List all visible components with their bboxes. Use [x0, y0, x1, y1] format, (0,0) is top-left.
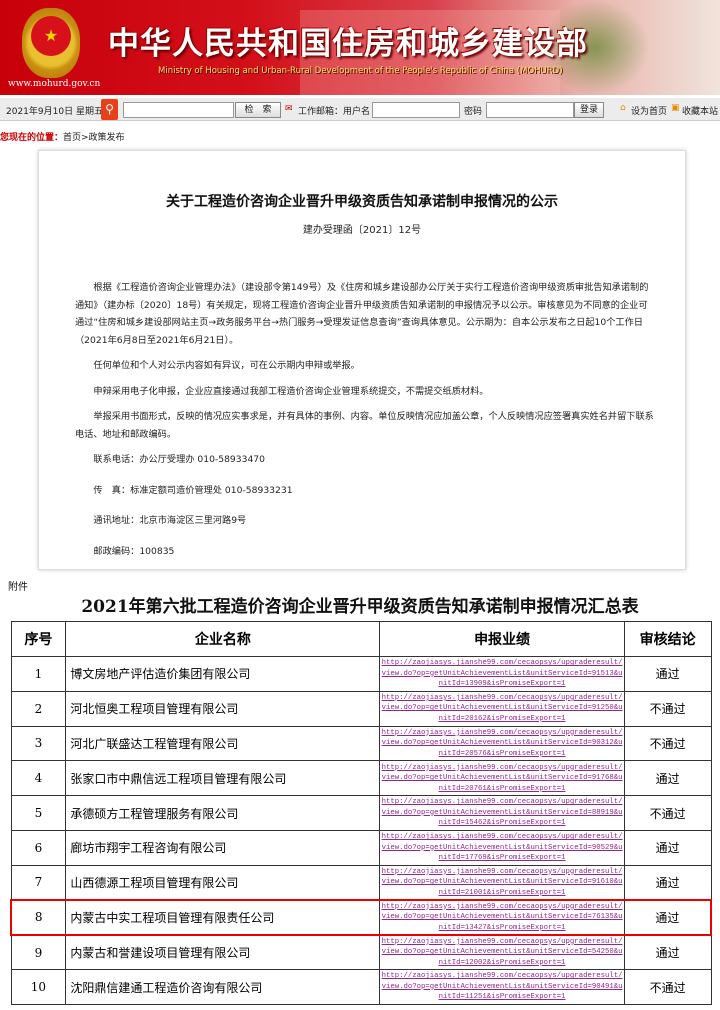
search-input[interactable] [123, 102, 234, 118]
table-row: 5 承德硕方工程管理服务有限公司 http://zaojiasys.jianshe9… [10, 795, 712, 831]
search-button[interactable]: 检 索 [235, 102, 281, 118]
cell-no: 10 [10, 969, 67, 1005]
cell-company-name: 沈阳鼎信建通工程造价咨询有限公司 [65, 969, 381, 1005]
cell-company-name: 张家口市中鼎信远工程项目管理有限公司 [65, 760, 381, 797]
cell-achievement-link[interactable]: http://zaojiasys.jianshe99.com/cecaopsys… [379, 725, 625, 762]
cell-company-name: 河北恒奥工程项目管理有限公司 [65, 690, 381, 727]
table-row: 6 廊坊市翔宇工程咨询有限公司 http://zaojiasys.jianshe99… [10, 829, 712, 866]
password-label: 密码 [464, 107, 483, 117]
cell-result: 通过 [623, 864, 712, 901]
contact-phone: 联系电话：办公厅受理办 010-58933470 [93, 454, 265, 465]
site-subtitle: Ministry of Housing and Urban-Rural Deve… [158, 66, 563, 76]
building-image [300, 10, 560, 95]
bookmark-icon: ▣ [671, 103, 680, 113]
cell-company-name: 山西德源工程项目管理有限公司 [65, 864, 381, 901]
tree-image [540, 0, 650, 95]
cell-company-name: 博文房地产评估造价集团有限公司 [65, 656, 381, 692]
site-banner: ★ www.mohurd.gov.cn 中华人民共和国住房和城乡建设部 Mini… [0, 0, 720, 95]
paragraph: 申辩采用电子化申报，企业应直接通过我部工程造价咨询企业管理系统提交，不需提交纸质… [93, 385, 489, 397]
document-body: 根据《工程造价咨询企业管理办法》（建设部令第149号）及《住房和城乡建设部办公厅… [75, 279, 655, 573]
national-emblem-icon: ★ [22, 8, 80, 78]
mail-label: 工作邮箱：用户名 [298, 107, 371, 117]
table-row: 9 内蒙古和誉建设项目管理有限公司 http://zaojiasys.jianshe… [10, 934, 712, 971]
contact-postcode: 邮政编码：100835 [93, 545, 175, 557]
cell-result: 不通过 [623, 969, 712, 1005]
summary-table: 序号 企业名称 申报业绩 审核结论 1 博文房地产评估造价集团有限公司 http:/… [10, 621, 712, 1005]
cell-result: 通过 [623, 829, 712, 866]
cell-company-name: 内蒙古和誉建设项目管理有限公司 [65, 934, 381, 971]
cell-result: 通过 [623, 934, 712, 971]
paragraph: 任何单位和个人对公示内容如有异议，可在公示期内申辩或举报。 [93, 360, 360, 371]
table-row: 7 山西德源工程项目管理有限公司 http://zaojiasys.jianshe9… [10, 864, 712, 901]
header-achievement: 申报业绩 [379, 621, 625, 657]
paragraph: 举报采用书面形式，反映的情况应实事求是，并有具体的事例、内容。单位反映情况应加盖… [75, 411, 654, 440]
contact-fax: 传 真：标准定额司造价管理处 010-58933231 [93, 484, 293, 496]
site-url: www.mohurd.gov.cn [8, 79, 101, 89]
username-input[interactable] [372, 102, 460, 118]
cell-achievement-link[interactable]: http://zaojiasys.jianshe99.com/cecaopsys… [379, 969, 625, 1005]
cell-achievement-link[interactable]: http://zaojiasys.jianshe99.com/cecaopsys… [379, 829, 625, 866]
cell-achievement-link[interactable]: http://zaojiasys.jianshe99.com/cecaopsys… [379, 795, 625, 831]
table-header-row: 序号 企业名称 申报业绩 审核结论 [10, 621, 712, 657]
cell-no: 8 [10, 899, 67, 936]
cell-result: 通过 [623, 656, 712, 692]
cell-company-name: 廊坊市翔宇工程咨询有限公司 [65, 829, 381, 866]
mail-icon: ✉ [285, 104, 293, 114]
table-row: 4 张家口市中鼎信远工程项目管理有限公司 http://zaojiasys.jian… [10, 760, 712, 797]
cell-no: 7 [10, 864, 67, 901]
breadcrumb: 您现在的位置：首页>政策发布 [0, 130, 125, 143]
cell-company-name: 河北广联盛达工程管理有限公司 [65, 725, 381, 762]
cell-result: 不通过 [623, 795, 712, 831]
cell-no: 4 [10, 760, 67, 797]
document-title: 关于工程造价咨询企业晋升甲级资质告知承诺制申报情况的公示 [166, 194, 558, 210]
contact-address: 通讯地址：北京市海淀区三里河路9号 [93, 515, 247, 526]
cell-achievement-link[interactable]: http://zaojiasys.jianshe99.com/cecaopsys… [379, 656, 625, 692]
table-row: 3 河北广联盛达工程管理有限公司 http://zaojiasys.jianshe9… [10, 725, 712, 762]
paragraph: 根据《工程造价咨询企业管理办法》（建设部令第149号）及《住房和城乡建设部办公厅… [75, 282, 649, 346]
breadcrumb-path[interactable]: 首页>政策发布 [63, 133, 125, 143]
cell-achievement-link[interactable]: http://zaojiasys.jianshe99.com/cecaopsys… [379, 934, 625, 971]
set-home-link[interactable]: 设为首页 [631, 107, 668, 117]
cell-achievement-link[interactable]: http://zaojiasys.jianshe99.com/cecaopsys… [379, 760, 625, 797]
table-row-highlighted: 8 内蒙古中实工程项目管理有限责任公司 http://zaojiasys.jians… [10, 899, 712, 936]
header-company: 企业名称 [65, 621, 381, 657]
toolbar: 2021年9月10日 星期五 ⚲ 检 索 ✉ 工作邮箱：用户名 密码 登录 ⌂ … [0, 98, 720, 121]
cell-achievement-link[interactable]: http://zaojiasys.jianshe99.com/cecaopsys… [379, 690, 625, 727]
table-title: 2021年第六批工程造价咨询企业晋升甲级资质告知承诺制申报情况汇总表 [81, 597, 639, 617]
cell-company-name: 承德硕方工程管理服务有限公司 [65, 795, 381, 831]
cell-company-name: 内蒙古中实工程项目管理有限责任公司 [65, 899, 381, 936]
date-text: 2021年9月10日 星期五 [6, 107, 103, 117]
table-row: 10 沈阳鼎信建通工程造价咨询有限公司 http://zaojiasys.jians… [10, 969, 712, 1005]
login-button[interactable]: 登录 [574, 102, 604, 118]
attachment-label: 附件 [8, 582, 28, 593]
table-row: 2 河北恒奥工程项目管理有限公司 http://zaojiasys.jianshe9… [10, 690, 712, 727]
header-result: 审核结论 [623, 621, 712, 657]
cell-achievement-link[interactable]: http://zaojiasys.jianshe99.com/cecaopsys… [379, 864, 625, 901]
cell-result: 不通过 [623, 690, 712, 727]
cell-no: 5 [10, 795, 67, 831]
cell-no: 9 [10, 934, 67, 971]
header-no: 序号 [10, 621, 67, 657]
cell-result: 通过 [623, 899, 712, 936]
cell-no: 6 [10, 829, 67, 866]
bookmark-link[interactable]: 收藏本站 [682, 107, 719, 117]
breadcrumb-label: 您现在的位置： [0, 133, 64, 143]
cell-no: 1 [10, 656, 67, 692]
cell-no: 2 [10, 690, 67, 727]
document-panel: 关于工程造价咨询企业晋升甲级资质告知承诺制申报情况的公示 建办受理函〔2021〕… [38, 150, 686, 570]
cell-result: 通过 [623, 760, 712, 797]
table-row: 1 博文房地产评估造价集团有限公司 http://zaojiasys.jianshe… [10, 656, 712, 692]
cell-achievement-link[interactable]: http://zaojiasys.jianshe99.com/cecaopsys… [379, 899, 625, 936]
search-icon: ⚲ [101, 99, 118, 120]
home-icon: ⌂ [620, 103, 626, 113]
cell-no: 3 [10, 725, 67, 762]
site-title: 中华人民共和国住房和城乡建设部 [108, 26, 588, 62]
password-input[interactable] [486, 102, 574, 118]
document-number: 建办受理函〔2021〕12号 [302, 225, 422, 236]
cell-result: 不通过 [623, 725, 712, 762]
